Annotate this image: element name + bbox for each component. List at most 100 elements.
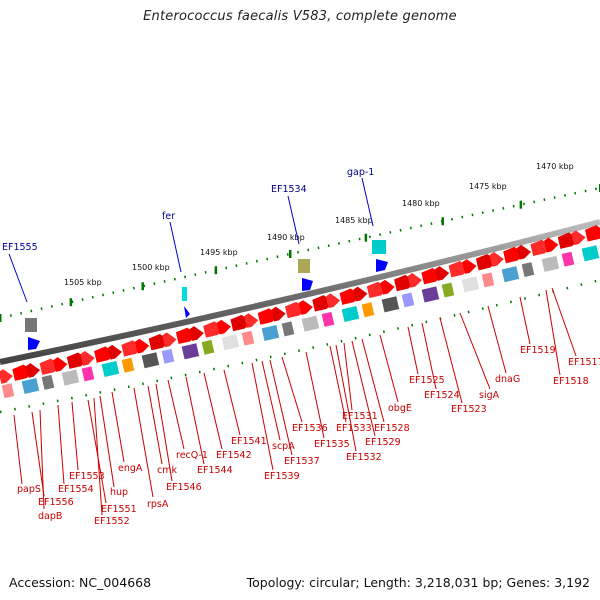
- gene-box: [25, 318, 37, 332]
- gene-label: papS: [17, 484, 41, 495]
- leader-line: [203, 372, 223, 450]
- gene-arrow: [0, 369, 13, 384]
- scale-tick: [69, 298, 73, 307]
- leader-line: [335, 344, 357, 452]
- accession-text: Accession: NC_004668: [9, 575, 152, 590]
- label-leader-lines: [13, 287, 577, 516]
- gene-label: rpsA: [147, 499, 169, 510]
- leader-line: [459, 312, 491, 390]
- scale-label: 1480 kbp: [402, 199, 440, 208]
- gene-label: EF1537: [284, 456, 320, 467]
- gene-box: [201, 339, 215, 355]
- gene-box: [41, 374, 55, 390]
- leader-line: [57, 404, 65, 485]
- leader-line: [99, 395, 115, 488]
- gene-label: scpA: [272, 441, 295, 452]
- gene-arrow: [516, 244, 532, 260]
- leader-line: [305, 351, 325, 439]
- scale-label: 1475 kbp: [469, 182, 507, 191]
- gene-box: [21, 377, 40, 395]
- leader-line: [251, 362, 274, 471]
- gene-box: [281, 321, 295, 337]
- scale-labels: 1470 kbp 1475 kbp 1480 kbp 1485 kbp 1490…: [64, 162, 574, 287]
- leader-line: [545, 289, 561, 376]
- gene-arrow-blue: [376, 259, 388, 272]
- gene-label: EF1542: [216, 450, 252, 461]
- gene-arrow: [53, 357, 68, 372]
- gene-arrow: [325, 293, 341, 309]
- gene-arrow: [585, 225, 600, 242]
- leader-line: [551, 287, 577, 357]
- gene-label: EF1551: [101, 504, 137, 515]
- page-title: Enterococcus faecalis V583, complete gen…: [143, 9, 457, 24]
- gene-arrow: [162, 332, 177, 348]
- gene-label: EF1546: [166, 482, 202, 493]
- leader-line: [13, 414, 23, 485]
- gene-arrow: [407, 273, 422, 288]
- leader-line: [93, 397, 103, 516]
- gene-label: EF1533: [336, 423, 372, 434]
- gene-label: EF1553: [69, 471, 105, 482]
- gene-box: [361, 302, 375, 318]
- scale-label: 1495 kbp: [200, 248, 238, 257]
- gene-arrow: [216, 319, 232, 335]
- gene-arrow: [462, 259, 477, 274]
- gene-label: EF1541: [231, 436, 267, 447]
- leader-line: [39, 409, 45, 510]
- gene-arrow-blue: [184, 306, 190, 318]
- upper-labels: EF1555 fer EF1534 gap-1: [2, 167, 374, 253]
- scale-tick: [214, 266, 218, 275]
- leader-line: [31, 411, 45, 497]
- gene-label: recQ-1: [176, 450, 208, 461]
- gene-label: EF1532: [346, 452, 382, 463]
- gene-arrow-blue: [28, 337, 40, 350]
- gene-label: EF1518: [553, 376, 589, 387]
- upper-features: [8, 177, 388, 350]
- gene-label: dnaG: [495, 374, 520, 385]
- gene-label: EF1536: [292, 423, 328, 434]
- scale-tick: [364, 233, 368, 242]
- gene-box: [321, 311, 335, 327]
- leader-line: [155, 383, 173, 482]
- scale-label: 1470 kbp: [536, 162, 574, 171]
- gene-label: EF1523: [451, 404, 487, 415]
- leader-line: [407, 326, 419, 375]
- scale-label: 1485 kbp: [335, 216, 373, 225]
- gene-arrow: [80, 351, 95, 366]
- gene-label: engA: [118, 463, 143, 474]
- gene-box: [182, 287, 187, 301]
- gene-arrow: [380, 279, 395, 295]
- leader-line: [87, 399, 107, 504]
- gene-box: [341, 306, 360, 323]
- gene-box: [461, 276, 480, 293]
- gene-box: [261, 324, 280, 342]
- gene-box: [121, 357, 135, 373]
- gene-box: [1, 383, 15, 399]
- gene-box: [61, 369, 80, 386]
- gene-arrow: [135, 338, 150, 354]
- gene-box: [298, 259, 310, 273]
- gene-arrow: [189, 326, 204, 341]
- gene-label: cmk: [157, 465, 177, 476]
- gene-box: [541, 255, 560, 272]
- gene-label: fer: [162, 211, 175, 222]
- gene-box: [101, 360, 120, 378]
- gene-box: [501, 266, 520, 283]
- gene-track: [0, 225, 600, 399]
- gene-box: [81, 366, 95, 382]
- topology-summary: Topology: circular; Length: 3,218,031 bp…: [246, 575, 590, 590]
- gene-box: [181, 343, 200, 360]
- leader-line: [185, 376, 205, 465]
- gene-arrow: [298, 300, 313, 315]
- gene-label: EF1555: [2, 242, 38, 253]
- scale-label: 1490 kbp: [267, 233, 305, 242]
- gene-arrow-blue: [302, 278, 313, 291]
- gene-label: EF1524: [424, 390, 460, 401]
- gene-label: EF1554: [58, 484, 94, 495]
- gene-label: EF1519: [520, 345, 556, 356]
- gene-arrow: [544, 237, 559, 253]
- lower-labels: papS EF1556 dapB EF1554 EF1553 EF1551 EF…: [17, 345, 600, 527]
- gene-box: [481, 272, 495, 288]
